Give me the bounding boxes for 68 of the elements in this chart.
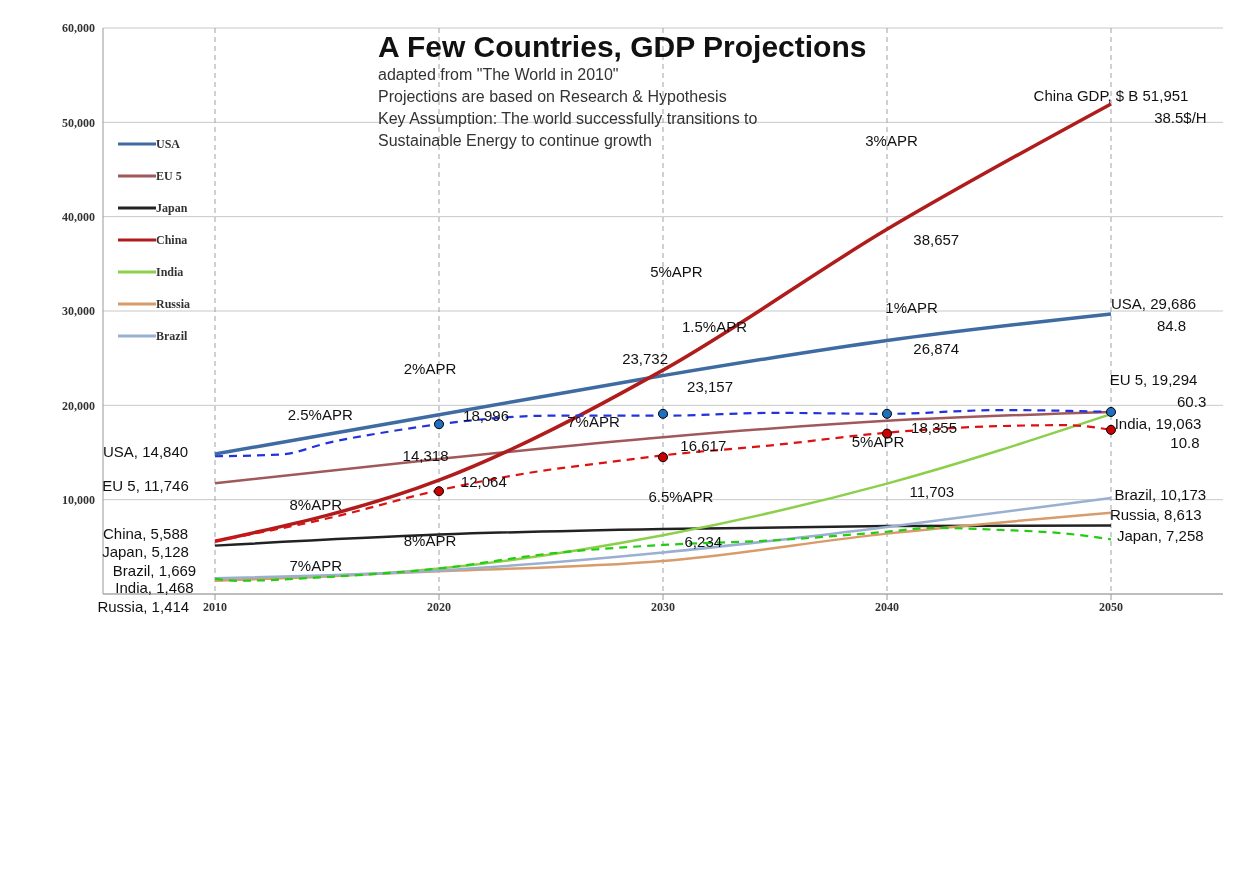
chart-title: A Few Countries, GDP Projections bbox=[378, 30, 867, 64]
legend-label: Russia bbox=[156, 296, 191, 312]
annotation: 2%APR bbox=[403, 359, 457, 377]
point bbox=[1105, 424, 1117, 435]
annotation: 5%APR bbox=[851, 433, 905, 451]
annotation: 7%APR bbox=[289, 557, 343, 575]
annotation: 14,318 bbox=[402, 446, 449, 464]
annotation: 6.5%APR bbox=[648, 488, 714, 506]
annotation: Japan, 5,128 bbox=[102, 542, 189, 560]
annotation: Russia, 8,613 bbox=[1109, 506, 1202, 524]
annotation: EU 5, 19,294 bbox=[1109, 371, 1198, 389]
x-tick-label: 2040 bbox=[875, 599, 899, 614]
point bbox=[433, 419, 445, 430]
annotation: USA, 29,686 bbox=[1111, 294, 1197, 312]
x-tick-label: 2020 bbox=[427, 599, 451, 614]
annotation: 8%APR bbox=[403, 531, 457, 549]
y-tick-label: 50,000 bbox=[62, 115, 95, 130]
annotation: Japan, 7,258 bbox=[1116, 526, 1204, 544]
y-tick-label: 10,000 bbox=[62, 492, 95, 507]
annotation: India, 19,063 bbox=[1114, 414, 1202, 432]
x-tick-label: 2050 bbox=[1099, 599, 1123, 614]
y-tick-label: 20,000 bbox=[62, 398, 95, 413]
text: Russia, 1,414 bbox=[97, 597, 190, 615]
point bbox=[881, 408, 893, 419]
annotation: 2.5%APR bbox=[287, 406, 353, 424]
x-tick-label: 2010 bbox=[203, 599, 227, 614]
annotation: 18,355 bbox=[911, 419, 957, 437]
y-tick-label: 30,000 bbox=[62, 304, 95, 319]
annotation: 8%APR bbox=[289, 495, 343, 513]
annotation: 38,657 bbox=[913, 230, 960, 248]
annotation: 38.5$/H bbox=[1154, 108, 1207, 126]
annotation: Brazil, 1,669 bbox=[112, 561, 197, 579]
annotation: 84.8 bbox=[1156, 317, 1187, 335]
y-tick-label: 60,000 bbox=[62, 21, 95, 36]
annotation: Brazil, 10,173 bbox=[1114, 486, 1207, 504]
annotation: 6,234 bbox=[684, 533, 723, 551]
annotation: 7%APR bbox=[567, 412, 620, 430]
text: adapted from "The World in 2010" Projections are based on Research & Hypothesis Key Assumption: The world successfully transitions to Sustainable Energy to continue growth bbox=[378, 65, 759, 151]
legend-label: Japan bbox=[156, 200, 188, 216]
line-series bbox=[213, 526, 1113, 582]
point bbox=[433, 486, 445, 497]
line-series bbox=[213, 524, 1113, 547]
point bbox=[1105, 406, 1117, 417]
legend-label: USA bbox=[156, 136, 181, 152]
annotation: 60.3 bbox=[1177, 392, 1207, 410]
annotation: China GDP, $ B 51,951 bbox=[1033, 87, 1189, 105]
annotation: 23,732 bbox=[622, 350, 669, 368]
annotation: 11,703 bbox=[909, 482, 955, 500]
annotation: 5%APR bbox=[650, 262, 703, 280]
annotation: 26,874 bbox=[913, 340, 960, 358]
y-tick-label: 40,000 bbox=[62, 209, 95, 224]
legend-label: EU 5 bbox=[156, 168, 182, 184]
point bbox=[657, 408, 669, 419]
annotation: EU 5, 11,746 bbox=[102, 476, 189, 494]
annotation: 18,996 bbox=[463, 407, 509, 425]
annotation: 1%APR bbox=[885, 299, 939, 317]
x-tick-label: 2030 bbox=[651, 599, 675, 614]
annotation: China, 5,588 bbox=[103, 524, 189, 542]
legend-label: China bbox=[156, 232, 188, 248]
annotation: 10.8 bbox=[1170, 434, 1200, 452]
annotation: USA, 14,840 bbox=[103, 442, 189, 460]
annotation: 23,157 bbox=[687, 377, 733, 395]
annotation: 3%APR bbox=[865, 131, 918, 149]
point bbox=[657, 452, 669, 463]
annotation: 16,617 bbox=[680, 437, 727, 455]
legend-label: India bbox=[156, 264, 184, 280]
annotation: India, 1,468 bbox=[115, 578, 194, 596]
legend-label: Brazil bbox=[156, 328, 188, 344]
